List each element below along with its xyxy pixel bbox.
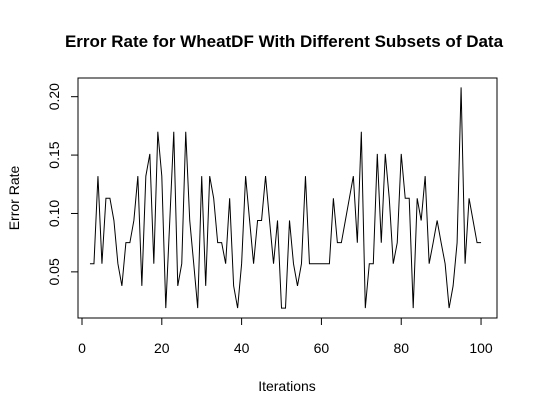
x-tick-label: 60 (314, 340, 330, 356)
y-tick-label: 0.15 (46, 141, 62, 168)
x-tick-label: 80 (393, 340, 409, 356)
chart-title: Error Rate for WheatDF With Different Su… (65, 32, 504, 51)
plot-area-frame (77, 77, 498, 319)
y-tick-label: 0.20 (46, 83, 62, 110)
y-axis: 0.05 0.10 0.15 0.20 (46, 83, 79, 285)
x-axis-label: Iterations (258, 378, 316, 394)
x-tick-label: 40 (234, 340, 250, 356)
error-rate-series-line (89, 87, 482, 309)
y-axis-label: Error Rate (6, 166, 22, 231)
x-tick-label: 100 (469, 340, 493, 356)
y-tick-label: 0.10 (46, 200, 62, 227)
x-tick-label: 0 (78, 340, 86, 356)
x-tick-label: 20 (154, 340, 170, 356)
x-axis: 0 20 40 60 80 100 (78, 317, 493, 356)
y-tick-label: 0.05 (46, 258, 62, 285)
